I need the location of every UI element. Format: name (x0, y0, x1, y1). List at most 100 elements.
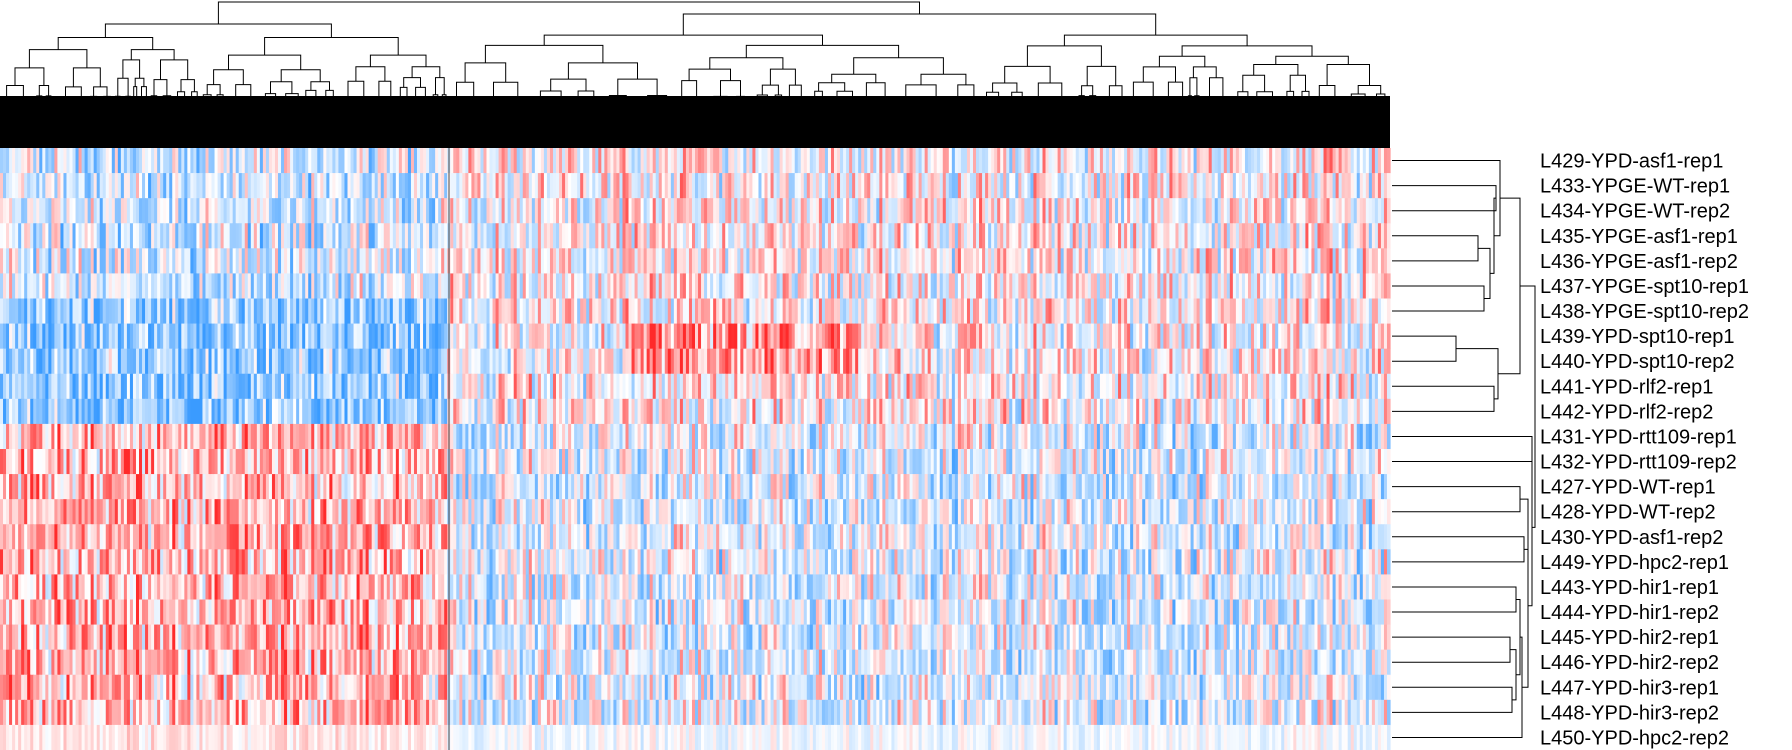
heatmap-cell (849, 223, 853, 249)
heatmap-cell (495, 173, 500, 199)
heatmap-cell (743, 198, 747, 224)
heatmap-cell (350, 173, 355, 199)
column-dendrogram-branch (682, 13, 1157, 36)
heatmap-cell (193, 198, 198, 224)
heatmap-cell (129, 248, 134, 274)
heatmap-cell (1193, 198, 1198, 224)
heatmap-cell (903, 173, 908, 199)
heatmap-cell (187, 148, 191, 174)
heatmap-cell (963, 148, 968, 174)
heatmap-cell (235, 148, 240, 174)
heatmap-cell (271, 223, 276, 249)
heatmap-cell (3, 173, 7, 199)
heatmap-cell (546, 248, 551, 274)
heatmap-cell (1081, 173, 1086, 199)
heatmap-cell (271, 248, 276, 274)
heatmap-cell (994, 198, 998, 224)
heatmap-cell (486, 173, 491, 199)
heatmap-cell (317, 148, 321, 174)
heatmap-cell (172, 198, 176, 224)
heatmap-cell (1368, 198, 1373, 224)
heatmap-cell (1199, 223, 1204, 249)
heatmap-cell (1009, 173, 1013, 199)
heatmap-cell (281, 198, 285, 224)
heatmap-cell (1003, 223, 1007, 249)
heatmap-cell (1003, 173, 1007, 199)
heatmap-cell (607, 223, 611, 249)
heatmap-cell (365, 223, 370, 249)
heatmap-cell (767, 248, 772, 274)
heatmap-cell (1160, 223, 1164, 249)
heatmap-cell (752, 198, 757, 224)
heatmap-cell (559, 223, 563, 249)
heatmap-cell (577, 223, 581, 249)
heatmap-cell (806, 148, 811, 174)
heatmap-cell (1090, 198, 1095, 224)
heatmap-cell (870, 223, 874, 249)
column-dendrogram-branch (1192, 66, 1217, 78)
heatmap-cell (329, 223, 333, 249)
heatmap-cell (891, 173, 896, 199)
heatmap-cell (556, 223, 560, 249)
heatmap-cell (135, 148, 140, 174)
heatmap-cell (278, 198, 282, 224)
heatmap-cell (33, 173, 37, 199)
heatmap-cell (407, 198, 412, 224)
column-dendrogram-branch (264, 37, 399, 56)
heatmap-cell (54, 148, 59, 174)
heatmap-cell (190, 223, 194, 249)
heatmap-cell (791, 148, 796, 174)
column-dendrogram-branch (57, 37, 154, 50)
heatmap-cell (827, 148, 832, 174)
heatmap-cell (631, 198, 636, 224)
heatmap-cell (344, 173, 349, 199)
heatmap-cell (1205, 173, 1210, 199)
heatmap-cell (574, 148, 578, 174)
heatmap-cell (271, 173, 276, 199)
heatmap-cell (259, 248, 264, 274)
column-dendrogram-branch (415, 86, 426, 97)
heatmap-cell (450, 148, 454, 174)
heatmap-cell (840, 223, 844, 249)
heatmap-cell (604, 148, 608, 174)
heatmap-cell (54, 198, 59, 224)
heatmap-cell (888, 148, 893, 174)
heatmap-cell (1175, 198, 1180, 224)
heatmap-cell (695, 148, 699, 174)
heatmap-cell (456, 223, 460, 249)
heatmap-cell (1181, 173, 1186, 199)
heatmap-cell (341, 148, 346, 174)
heatmap-cell (525, 148, 530, 174)
heatmap-cell (1048, 223, 1053, 249)
heatmap-cell (982, 173, 986, 199)
heatmap-cell (695, 223, 699, 249)
heatmap-cells (0, 148, 1391, 750)
heatmap-cell (655, 148, 660, 174)
heatmap-cell (169, 223, 173, 249)
heatmap-cell (764, 248, 769, 274)
column-dendrogram-branch (1004, 65, 1051, 83)
heatmap-cell (278, 248, 282, 274)
heatmap-cell (921, 148, 926, 174)
column-dendrogram-branch (180, 79, 195, 92)
heatmap-cell (1093, 148, 1098, 174)
heatmap-cell (722, 148, 726, 174)
heatmap-cell (1102, 173, 1107, 199)
heatmap-cell (685, 148, 690, 174)
heatmap-cell (1226, 223, 1231, 249)
heatmap-cell (129, 148, 134, 174)
heatmap-cell (226, 248, 231, 274)
heatmap-cell (1284, 148, 1288, 174)
heatmap-cell (809, 148, 814, 174)
heatmap-cell (296, 198, 300, 224)
heatmap-cell (867, 223, 871, 249)
heatmap-cell (1383, 173, 1388, 199)
heatmap-cell (1127, 173, 1131, 199)
heatmap-cell (323, 148, 327, 174)
heatmap-cell (1184, 223, 1189, 249)
heatmap-cell (1163, 223, 1167, 249)
heatmap-cell (274, 148, 279, 174)
heatmap-cell (973, 198, 977, 224)
heatmap-cell (184, 173, 188, 199)
heatmap-cell (335, 173, 340, 199)
